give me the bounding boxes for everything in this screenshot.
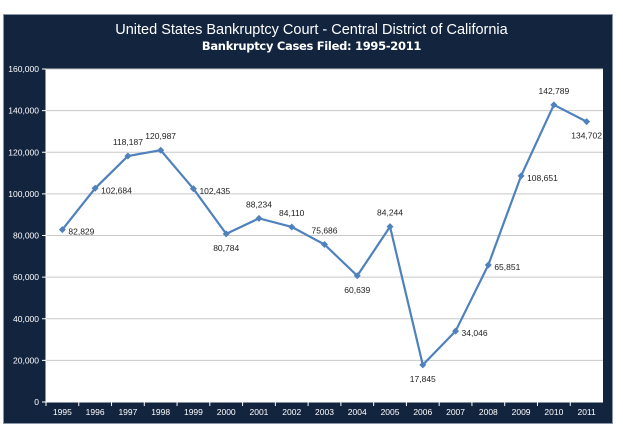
y-tick-label: 100,000 [8, 189, 39, 199]
data-label: 102,435 [199, 186, 230, 196]
data-label: 65,851 [494, 262, 520, 272]
data-label: 34,046 [462, 328, 488, 338]
chart-subtitle: Bankruptcy Cases Filed: 1995-2011 [201, 39, 422, 53]
chart-title: United States Bankruptcy Court - Central… [115, 22, 508, 38]
data-label: 60,639 [344, 285, 370, 295]
data-point [321, 240, 328, 248]
x-tick-label: 2008 [479, 407, 498, 417]
x-tick-label: 2011 [577, 407, 596, 417]
data-label: 118,187 [113, 137, 143, 147]
y-tick-label: 80,000 [13, 231, 39, 241]
y-tick-label: 0 [34, 397, 39, 407]
data-label: 82,829 [68, 227, 94, 237]
x-tick-label: 1996 [86, 407, 105, 417]
data-point [255, 214, 263, 222]
data-point [157, 146, 165, 154]
x-tick-label: 2007 [446, 407, 465, 417]
data-label: 84,110 [279, 208, 305, 218]
x-tick-label: 2004 [348, 407, 367, 417]
data-point [288, 223, 296, 231]
data-label: 102,684 [101, 185, 132, 195]
data-point [189, 185, 197, 193]
data-label: 80,784 [213, 243, 239, 253]
data-point [58, 226, 66, 234]
data-point [222, 230, 230, 238]
x-tick-label: 2005 [381, 407, 400, 417]
data-point [386, 223, 394, 231]
x-tick-label: 1998 [151, 407, 170, 417]
x-tick-label: 2006 [413, 407, 432, 417]
y-tick-label: 120,000 [8, 147, 39, 157]
x-tick-label: 1995 [53, 407, 72, 417]
y-tick-label: 40,000 [13, 314, 39, 324]
data-label: 108,651 [527, 173, 558, 183]
data-label: 120,987 [145, 131, 176, 141]
data-label: 17,845 [410, 374, 436, 384]
data-point [452, 327, 460, 335]
x-tick-label: 2003 [315, 407, 334, 417]
y-tick-label: 140,000 [8, 106, 39, 116]
data-point [91, 184, 99, 192]
data-label: 88,234 [246, 199, 272, 209]
data-point [517, 172, 525, 180]
y-tick-label: 60,000 [13, 272, 39, 282]
y-tick-label: 20,000 [13, 355, 39, 365]
x-tick-label: 2001 [250, 407, 269, 417]
data-label: 84,244 [377, 208, 403, 218]
x-tick-label: 2010 [544, 407, 563, 417]
y-tick-label: 160,000 [8, 64, 39, 74]
data-point [484, 261, 492, 269]
x-tick-label: 1997 [118, 407, 137, 417]
x-tick-label: 2009 [512, 407, 531, 417]
data-label: 75,686 [312, 225, 338, 235]
data-point [550, 101, 558, 109]
data-point [124, 152, 132, 160]
x-tick-label: 1999 [184, 407, 203, 417]
data-point [353, 272, 361, 280]
x-tick-label: 2000 [217, 407, 236, 417]
data-point [419, 361, 427, 369]
data-label: 142,789 [538, 86, 569, 96]
data-label: 134,702 [571, 131, 602, 141]
data-point [583, 118, 591, 126]
x-tick-label: 2002 [282, 407, 301, 417]
